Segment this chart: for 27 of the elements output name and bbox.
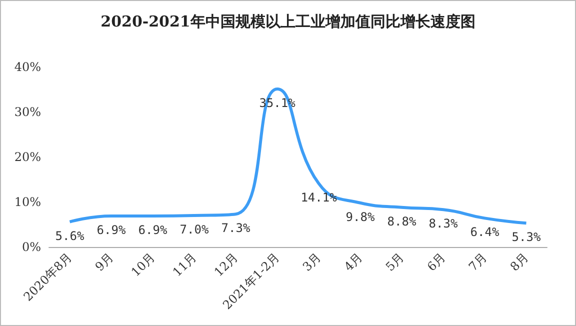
x-tick-label: 3月 [300,250,324,274]
y-tick-label: 30% [14,105,41,119]
data-label: 9.8% [346,210,376,224]
data-label: 5.3% [512,230,542,244]
data-label: 8.8% [387,214,417,228]
x-tick-label: 9月 [92,250,116,274]
data-label: 6.9% [96,222,126,237]
data-label: 14.1% [300,190,338,205]
x-tick-label: 12月 [212,250,241,280]
x-tick-label: 7月 [466,250,490,274]
y-tick-label: 20% [14,150,41,164]
data-label: 6.9% [138,222,168,237]
data-label: 7.0% [180,222,210,236]
x-tick-label: 5月 [382,250,407,274]
data-label: 8.3% [428,216,458,231]
data-label: 7.3% [221,221,251,236]
x-tick-label: 11月 [170,250,200,280]
data-label: 6.4% [470,225,500,240]
y-tick-label: 0% [22,240,41,254]
x-tick-label: 10月 [128,250,158,280]
x-tick-label: 8月 [507,250,532,274]
y-tick-label: 40% [14,60,41,74]
chart-title: 2020-2021年中国规模以上工业增加值同比增长速度图 [100,12,476,30]
data-label: 5.6% [55,228,85,243]
x-tick-label: 6月 [424,250,448,274]
y-tick-label: 10% [14,195,41,209]
x-tick-label: 4月 [341,250,366,274]
